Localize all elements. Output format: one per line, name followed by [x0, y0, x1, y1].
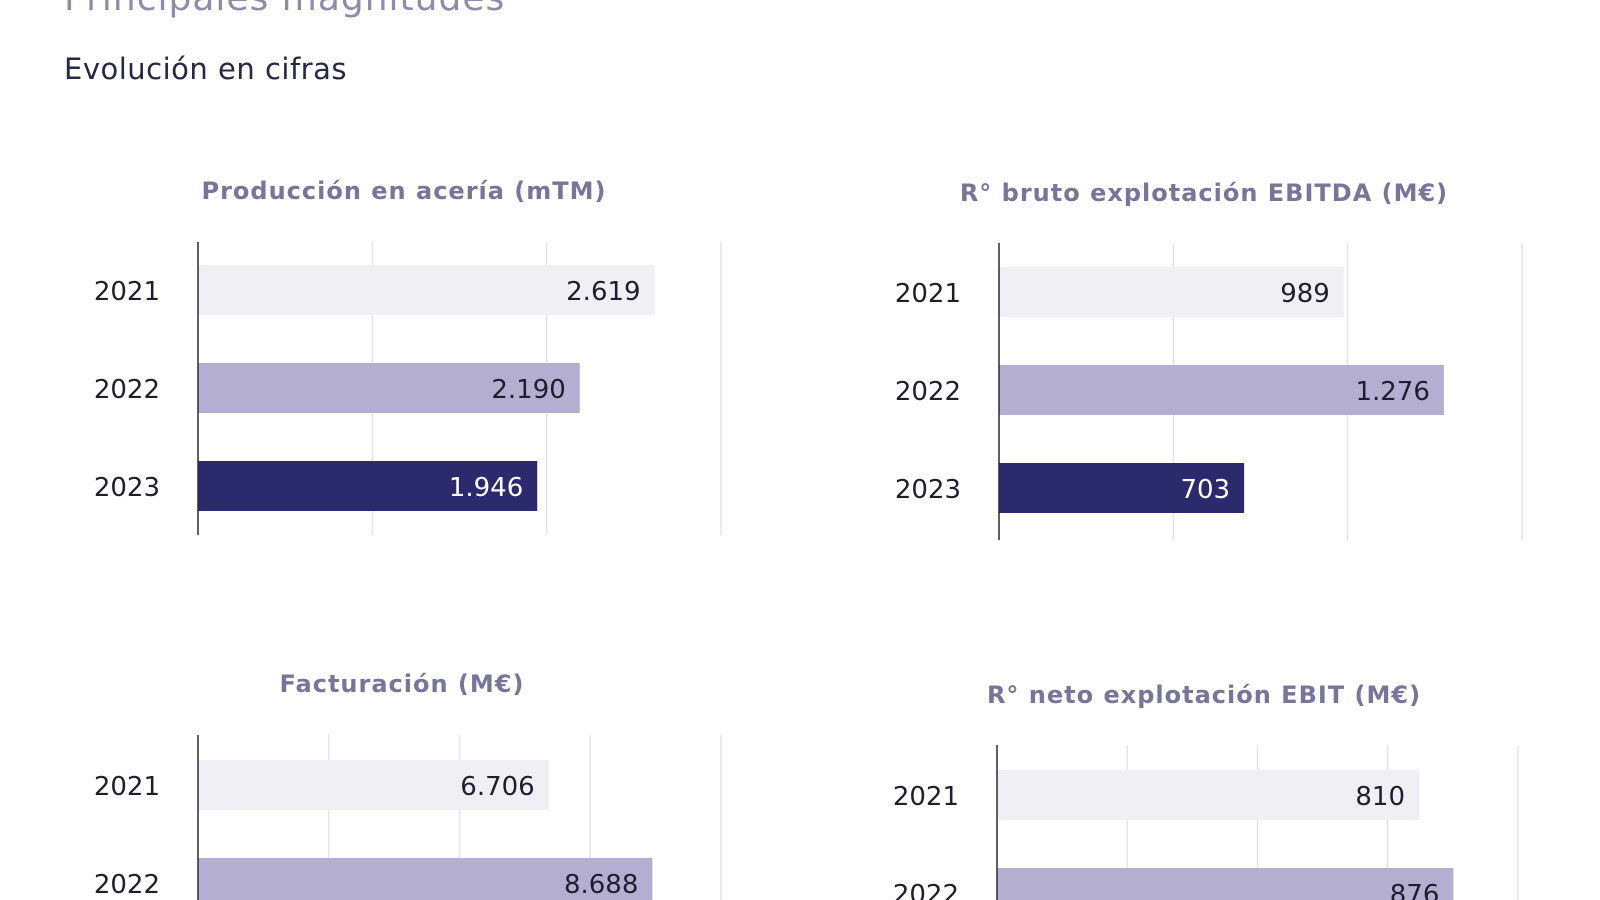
data-label: 876 [1390, 880, 1440, 900]
bar-2022 [198, 363, 580, 413]
category-label: 2021 [94, 772, 160, 802]
bar-2023 [198, 461, 538, 511]
chart-title: R° neto explotación EBIT (M€) [987, 681, 1421, 709]
category-label: 2023 [94, 473, 160, 503]
bar-2021 [198, 760, 549, 810]
section-subtitle: Evolución en cifras [64, 52, 347, 86]
category-label: 2021 [893, 782, 959, 812]
data-label: 810 [1355, 782, 1405, 812]
data-label: 2.619 [566, 277, 640, 307]
page-title: Principales magnitudes [64, 0, 505, 19]
category-label: 2022 [94, 870, 160, 900]
category-label: 2021 [895, 279, 961, 309]
category-label: 2022 [895, 377, 961, 407]
chart-title: Producción en acería (mTM) [201, 177, 606, 205]
data-label: 989 [1280, 279, 1330, 309]
category-label: 2021 [94, 277, 160, 307]
bar-2023 [999, 463, 1245, 513]
category-label: 2023 [895, 475, 961, 505]
data-label: 8.688 [564, 870, 638, 900]
data-label: 1.276 [1355, 377, 1429, 407]
category-label: 2022 [94, 375, 160, 405]
data-label: 703 [1180, 475, 1230, 505]
bar-2022 [997, 868, 1454, 900]
chart-title: Facturación (M€) [280, 670, 525, 698]
data-label: 2.190 [491, 375, 565, 405]
bar-2021 [999, 267, 1344, 317]
bar-2021 [997, 770, 1420, 820]
category-label: 2022 [893, 880, 959, 900]
chart-title: R° bruto explotación EBITDA (M€) [960, 179, 1448, 207]
data-label: 1.946 [449, 473, 523, 503]
data-label: 6.706 [460, 772, 534, 802]
bar-2021 [198, 265, 655, 315]
bar-2022 [198, 858, 653, 900]
bar-2022 [999, 365, 1444, 415]
